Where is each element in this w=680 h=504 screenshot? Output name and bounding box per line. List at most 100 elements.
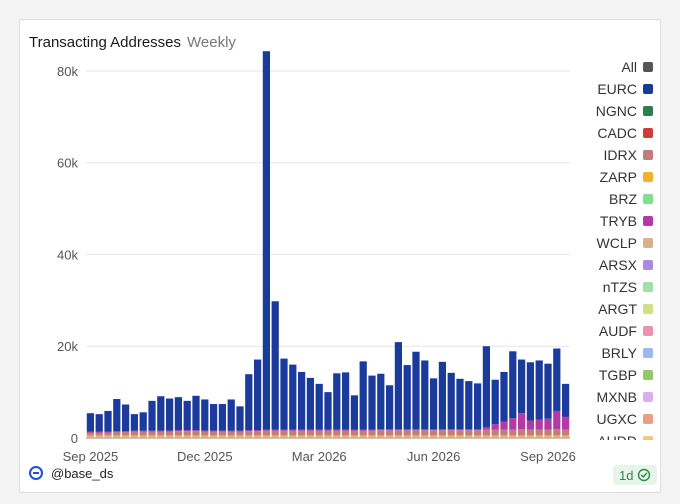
bar-zarp bbox=[456, 435, 464, 437]
bar-wclp bbox=[465, 436, 473, 438]
bar-wclp bbox=[500, 436, 508, 438]
bar-zarp bbox=[271, 435, 279, 437]
bar-wclp bbox=[544, 436, 552, 438]
legend-item-brly[interactable]: BRLY bbox=[575, 342, 661, 364]
legend-item-audf[interactable]: AUDF bbox=[575, 320, 661, 342]
legend-item-tryb[interactable]: TRYB bbox=[575, 210, 661, 232]
bar-tryb bbox=[333, 429, 341, 431]
bar-wclp bbox=[350, 436, 359, 438]
legend-item-eurc[interactable]: EURC bbox=[575, 78, 661, 100]
bar-idrx bbox=[324, 430, 332, 436]
bar-wclp bbox=[421, 436, 429, 438]
bar-zarp bbox=[438, 435, 447, 437]
x-tick-label: Jun 2026 bbox=[407, 449, 461, 464]
author-handle[interactable]: @base_ds bbox=[51, 466, 114, 481]
legend-item-wclp[interactable]: WCLP bbox=[575, 232, 661, 254]
legend-item-idrx[interactable]: IDRX bbox=[575, 144, 661, 166]
refresh-badge[interactable]: 1d bbox=[613, 465, 658, 485]
bar-wclp bbox=[262, 436, 271, 438]
legend-item-ntzs[interactable]: nTZS bbox=[575, 276, 661, 298]
legend-label: CADC bbox=[597, 125, 637, 141]
bar-tryb bbox=[517, 413, 526, 430]
legend-item-argt[interactable]: ARGT bbox=[575, 298, 661, 320]
bar-tryb bbox=[201, 430, 209, 432]
bar-eurc bbox=[359, 361, 367, 430]
bar-tryb bbox=[121, 431, 130, 433]
bar-eurc bbox=[121, 404, 130, 432]
legend-swatch bbox=[643, 128, 653, 138]
bar-zarp bbox=[561, 435, 570, 437]
bar-tryb bbox=[280, 429, 288, 431]
bar-zarp bbox=[201, 435, 209, 437]
bar-tryb bbox=[315, 429, 323, 431]
bar-eurc bbox=[368, 375, 376, 430]
bar-tryb bbox=[535, 419, 543, 430]
bar-wclp bbox=[192, 436, 200, 438]
legend-label: NGNC bbox=[595, 103, 637, 119]
legend-item-all[interactable]: All bbox=[575, 56, 661, 78]
legend-swatch bbox=[643, 370, 653, 380]
bar-eurc bbox=[333, 373, 341, 430]
bar-tryb bbox=[104, 431, 112, 433]
bar-idrx bbox=[192, 431, 200, 436]
bar-idrx bbox=[403, 430, 411, 436]
bar-idrx bbox=[165, 431, 174, 436]
legend-item-zarp[interactable]: ZARP bbox=[575, 166, 661, 188]
bar-eurc bbox=[104, 410, 112, 432]
legend-item-mxnb[interactable]: MXNB bbox=[575, 386, 661, 408]
bar-idrx bbox=[121, 432, 130, 436]
legend-label: All bbox=[621, 59, 637, 75]
bar-zarp bbox=[544, 435, 552, 437]
chart-title-text: Transacting Addresses bbox=[29, 34, 182, 51]
bar-wclp bbox=[289, 436, 297, 438]
bar-eurc bbox=[324, 392, 332, 430]
bar-idrx bbox=[465, 430, 473, 436]
bar-idrx bbox=[561, 429, 570, 436]
bar-wclp bbox=[403, 436, 411, 438]
legend-item-ugxc[interactable]: UGXC bbox=[575, 408, 661, 430]
chart-subtitle: Weekly bbox=[187, 34, 236, 51]
bar-eurc bbox=[113, 399, 121, 432]
legend-item-ngnc[interactable]: NGNC bbox=[575, 100, 661, 122]
legend-item-brz[interactable]: BRZ bbox=[575, 188, 661, 210]
bar-eurc bbox=[297, 371, 306, 430]
bar-zarp bbox=[447, 435, 455, 437]
bar-tryb bbox=[86, 431, 95, 433]
bar-zarp bbox=[385, 435, 394, 437]
legend-item-arsx[interactable]: ARSX bbox=[575, 254, 661, 276]
bar-eurc bbox=[544, 363, 552, 419]
legend[interactable]: All EURC NGNC CADC IDRX ZARP BRZ TRYB WCLP ARSX nT… bbox=[575, 56, 661, 440]
bar-tryb bbox=[473, 429, 482, 431]
y-tick-label: 20k bbox=[57, 339, 78, 354]
bar-zarp bbox=[491, 435, 499, 437]
bar-zarp bbox=[473, 435, 482, 437]
bar-eurc bbox=[253, 359, 262, 431]
bar-idrx bbox=[482, 429, 491, 436]
bar-zarp bbox=[130, 435, 139, 437]
bar-wclp bbox=[86, 436, 95, 438]
bar-idrx bbox=[236, 431, 244, 436]
legend-swatch bbox=[643, 150, 653, 160]
bar-idrx bbox=[394, 430, 403, 436]
bar-tryb bbox=[227, 430, 235, 432]
bar-eurc bbox=[456, 378, 464, 430]
legend-item-tgbp[interactable]: TGBP bbox=[575, 364, 661, 386]
x-tick-label: Sep 2025 bbox=[63, 449, 119, 464]
bar-tryb bbox=[412, 429, 420, 431]
legend-swatch bbox=[643, 238, 653, 248]
bar-tryb bbox=[253, 430, 262, 432]
bar-wclp bbox=[280, 436, 288, 438]
bar-tryb bbox=[157, 430, 165, 432]
bar-wclp bbox=[157, 436, 165, 438]
bar-zarp bbox=[280, 435, 288, 437]
bar-eurc bbox=[209, 404, 218, 431]
bar-wclp bbox=[130, 436, 139, 438]
legend-item-audd[interactable]: AUDD bbox=[575, 430, 661, 440]
bar-tryb bbox=[139, 430, 147, 432]
refresh-interval: 1d bbox=[619, 467, 634, 483]
bar-tryb bbox=[289, 429, 297, 431]
bar-wclp bbox=[315, 436, 323, 438]
legend-item-cadc[interactable]: CADC bbox=[575, 122, 661, 144]
y-tick-label: 60k bbox=[57, 156, 78, 171]
bar-eurc bbox=[447, 372, 455, 430]
